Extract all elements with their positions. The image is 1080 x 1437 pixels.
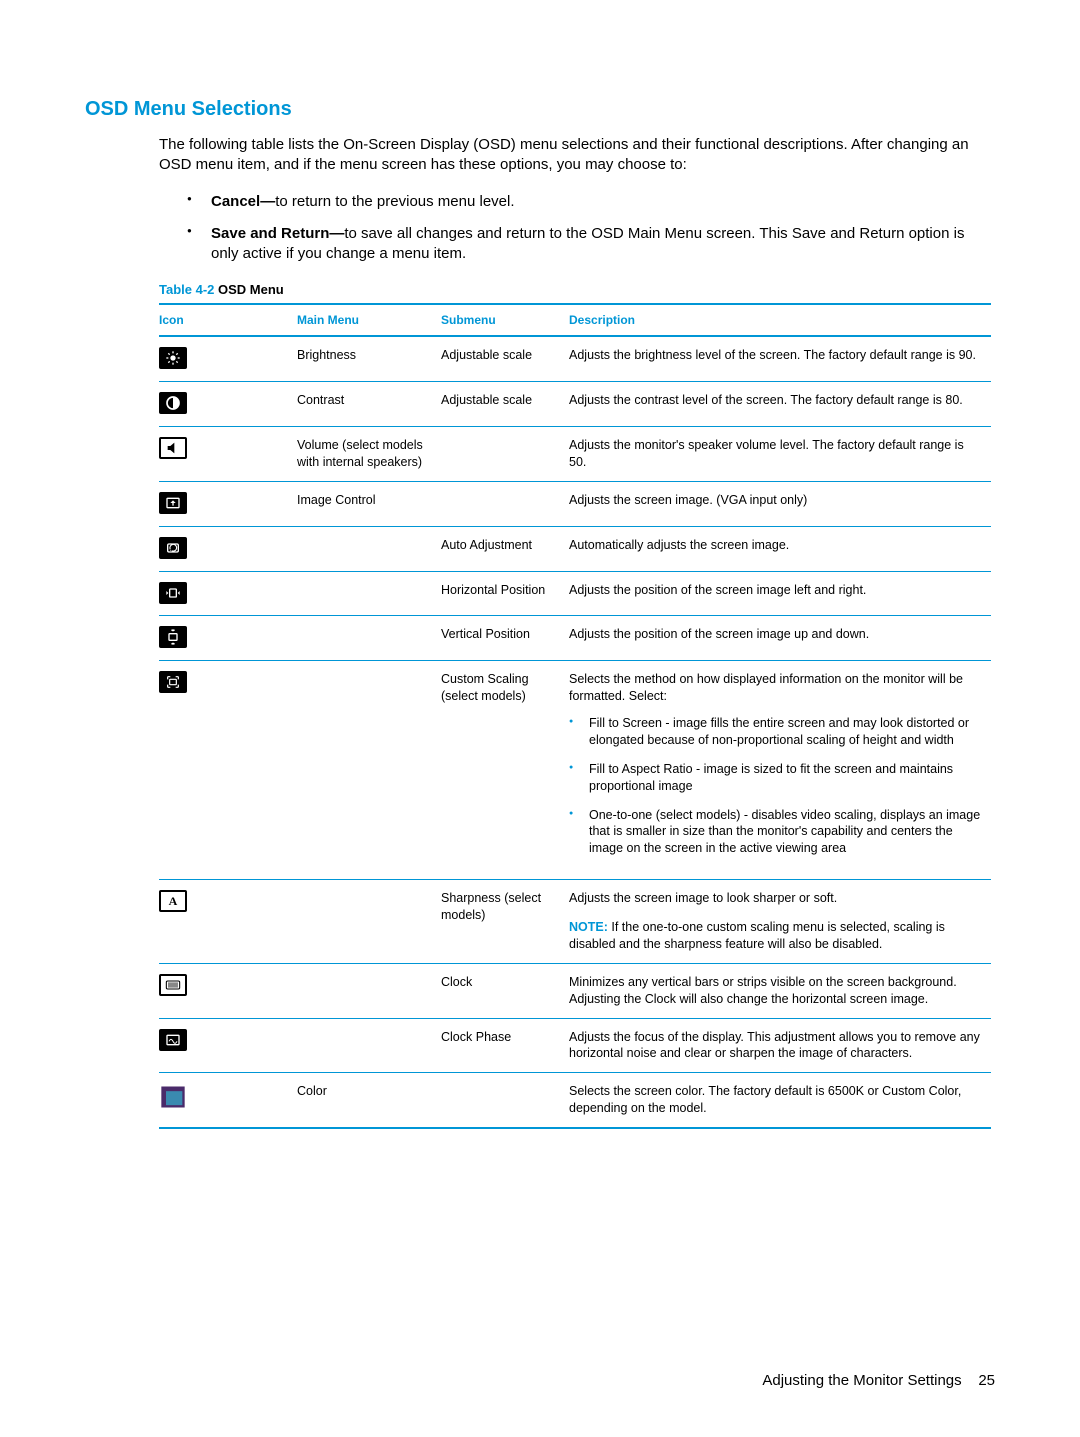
main-menu-cell xyxy=(297,1018,441,1073)
desc-bullet: Fill to Screen - image fills the entire … xyxy=(569,715,981,749)
description-cell: Automatically adjusts the screen image. xyxy=(569,526,991,571)
main-menu-cell: Volume (select models with internal spea… xyxy=(297,427,441,482)
submenu-cell: Adjustable scale xyxy=(441,382,569,427)
table-row: Custom Scaling (select models)Selects th… xyxy=(159,661,991,880)
submenu-cell: Sharpness (select models) xyxy=(441,880,569,964)
description-cell: Selects the method on how displayed info… xyxy=(569,661,991,880)
color-icon xyxy=(159,1073,297,1128)
volume-icon xyxy=(159,427,297,482)
table-row: Color Selects the screen color. The facto… xyxy=(159,1073,991,1128)
intro-paragraph: The following table lists the On-Screen … xyxy=(159,135,995,176)
section-heading: OSD Menu Selections xyxy=(85,98,995,121)
submenu-cell: Adjustable scale xyxy=(441,336,569,381)
table-row: ClockMinimizes any vertical bars or stri… xyxy=(159,963,991,1018)
submenu-cell: Clock xyxy=(441,963,569,1018)
brightness-icon xyxy=(159,336,297,381)
main-menu-cell xyxy=(297,880,441,964)
contrast-icon xyxy=(159,382,297,427)
image-control-icon xyxy=(159,481,297,526)
description-cell: Selects the screen color. The factory de… xyxy=(569,1073,991,1128)
submenu-cell xyxy=(441,481,569,526)
table-row: A Sharpness (select models)Adjusts the sc… xyxy=(159,880,991,964)
options-list: Cancel—to return to the previous menu le… xyxy=(187,192,995,265)
main-menu-cell xyxy=(297,526,441,571)
description-cell: Adjusts the monitor's speaker volume lev… xyxy=(569,427,991,482)
custom-scaling-icon xyxy=(159,661,297,880)
description-cell: Minimizes any vertical bars or strips vi… xyxy=(569,963,991,1018)
table-row: Volume (select models with internal spea… xyxy=(159,427,991,482)
submenu-cell: Clock Phase xyxy=(441,1018,569,1073)
col-header-submenu: Submenu xyxy=(441,304,569,336)
submenu-cell: Auto Adjustment xyxy=(441,526,569,571)
col-header-description: Description xyxy=(569,304,991,336)
table-row: BrightnessAdjustable scaleAdjusts the br… xyxy=(159,336,991,381)
option-cancel: Cancel—to return to the previous menu le… xyxy=(187,192,995,212)
clock-icon xyxy=(159,963,297,1018)
clock-phase-icon xyxy=(159,1018,297,1073)
description-cell: Adjusts the screen image to look sharper… xyxy=(569,880,991,964)
col-header-main: Main Menu xyxy=(297,304,441,336)
main-menu-cell: Contrast xyxy=(297,382,441,427)
main-menu-cell xyxy=(297,963,441,1018)
description-cell: Adjusts the position of the screen image… xyxy=(569,571,991,616)
table-row: Image Control Adjusts the screen image. (… xyxy=(159,481,991,526)
submenu-cell: Custom Scaling (select models) xyxy=(441,661,569,880)
svg-text:A: A xyxy=(169,894,178,908)
description-cell: Adjusts the brightness level of the scre… xyxy=(569,336,991,381)
description-cell: Adjusts the screen image. (VGA input onl… xyxy=(569,481,991,526)
h-position-icon xyxy=(159,571,297,616)
main-menu-cell: Color xyxy=(297,1073,441,1128)
description-note: NOTE: If the one-to-one custom scaling m… xyxy=(569,919,981,953)
submenu-cell xyxy=(441,1073,569,1128)
main-menu-cell: Image Control xyxy=(297,481,441,526)
auto-adjust-icon xyxy=(159,526,297,571)
table-caption: Table 4-2 OSD Menu xyxy=(159,282,995,297)
option-save-return: Save and Return—to save all changes and … xyxy=(187,224,995,265)
page-footer: Adjusting the Monitor Settings 25 xyxy=(762,1372,995,1389)
osd-menu-table: Icon Main Menu Submenu Description Brigh… xyxy=(159,303,991,1129)
submenu-cell: Horizontal Position xyxy=(441,571,569,616)
main-menu-cell xyxy=(297,571,441,616)
description-cell: Adjusts the position of the screen image… xyxy=(569,616,991,661)
submenu-cell xyxy=(441,427,569,482)
description-cell: Adjusts the contrast level of the screen… xyxy=(569,382,991,427)
main-menu-cell xyxy=(297,616,441,661)
desc-bullet: Fill to Aspect Ratio - image is sized to… xyxy=(569,761,981,795)
sharpness-icon: A xyxy=(159,880,297,964)
submenu-cell: Vertical Position xyxy=(441,616,569,661)
table-row: Vertical PositionAdjusts the position of… xyxy=(159,616,991,661)
main-menu-cell: Brightness xyxy=(297,336,441,381)
col-header-icon: Icon xyxy=(159,304,297,336)
desc-bullet: One-to-one (select models) - disables vi… xyxy=(569,807,981,858)
table-row: ContrastAdjustable scaleAdjusts the cont… xyxy=(159,382,991,427)
table-row: Horizontal PositionAdjusts the position … xyxy=(159,571,991,616)
main-menu-cell xyxy=(297,661,441,880)
v-position-icon xyxy=(159,616,297,661)
description-cell: Adjusts the focus of the display. This a… xyxy=(569,1018,991,1073)
table-row: Clock PhaseAdjusts the focus of the disp… xyxy=(159,1018,991,1073)
table-row: Auto AdjustmentAutomatically adjusts the… xyxy=(159,526,991,571)
